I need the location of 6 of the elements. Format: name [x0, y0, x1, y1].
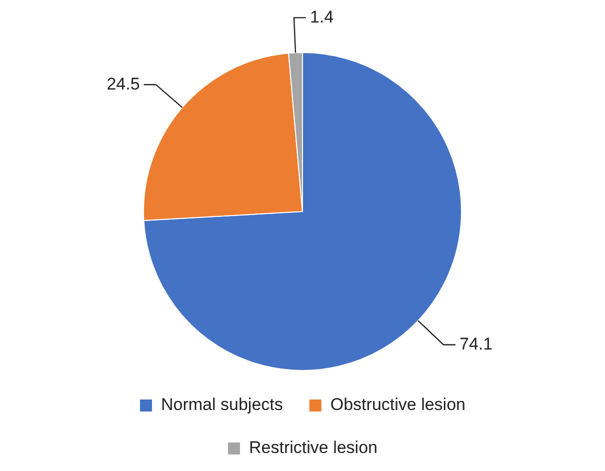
legend-label: Restrictive lesion [249, 438, 378, 458]
data-label: 1.4 [310, 7, 334, 26]
legend-label: Normal subjects [161, 395, 283, 414]
data-label: 74.1 [459, 334, 493, 354]
data-label: 24.5 [106, 74, 140, 94]
legend-label: Obstructive lesion [330, 395, 466, 414]
